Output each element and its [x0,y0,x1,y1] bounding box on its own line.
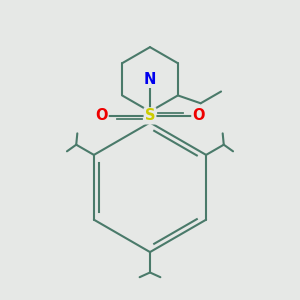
Text: O: O [192,108,205,123]
Text: S: S [145,108,155,123]
Text: N: N [144,72,156,87]
Text: O: O [95,108,108,123]
